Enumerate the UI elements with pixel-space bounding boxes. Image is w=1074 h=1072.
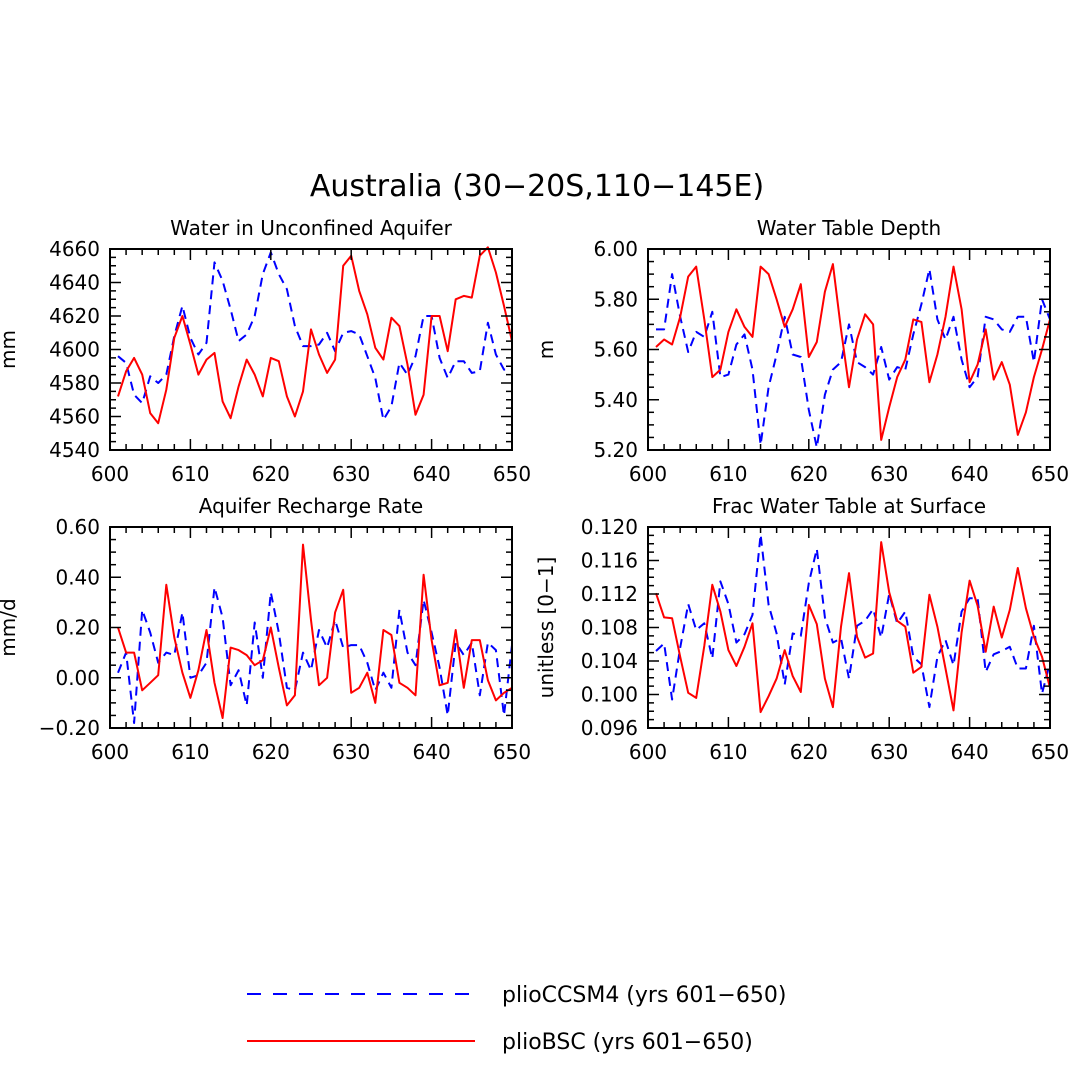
- legend: plioCCSM4 (yrs 601−650) plioBSC (yrs 601…: [247, 983, 786, 1055]
- x-tick-label: 640: [413, 462, 451, 486]
- legend-label-pliobsc: plioBSC (yrs 601−650): [502, 1030, 753, 1055]
- y-tick-label: 4660: [49, 237, 100, 261]
- y-tick-label: 0.100: [581, 683, 638, 707]
- x-tick-label: 610: [171, 740, 209, 764]
- y-axis-label: mm/d: [0, 598, 20, 656]
- y-tick-label: 4600: [49, 338, 100, 362]
- x-tick-label: 640: [951, 462, 989, 486]
- panel-title: Water Table Depth: [757, 216, 941, 240]
- y-tick-label: 5.40: [593, 388, 638, 412]
- chart-panel-water-table-depth: 600 610 620 630 640 650 5.20 5.40 5.60 5.80 6.00 Wa…: [534, 216, 1069, 486]
- y-tick-label: 0.20: [55, 616, 100, 640]
- panel-title: Water in Unconfined Aquifer: [170, 216, 453, 240]
- series-line-pliocesm4: [117, 251, 512, 421]
- x-tick-label: 620: [252, 740, 290, 764]
- series-line-pliobsc: [655, 541, 1051, 714]
- x-tick-label: 620: [790, 462, 828, 486]
- panel-title: Aquifer Recharge Rate: [199, 494, 424, 518]
- x-tick-label: 600: [629, 462, 667, 486]
- y-tick-label: 6.00: [593, 237, 638, 261]
- y-tick-label: −0.20: [39, 716, 100, 740]
- x-tick-label: 610: [709, 740, 747, 764]
- x-tick-label: 650: [493, 462, 531, 486]
- chart-panel-frac-water-table: 600 610 620 630 640 650 0.096 0.100 0.104 0.108 0.…: [534, 494, 1069, 764]
- y-axis-label: mm: [0, 330, 20, 369]
- x-tick-label: 610: [171, 462, 209, 486]
- y-tick-label: 0.40: [55, 565, 100, 589]
- panels-group: 600 610 620 630 640 650 4540 4560 4580 4600 4620 46…: [0, 216, 1069, 764]
- x-tick-label: 610: [709, 462, 747, 486]
- y-axis-label: m: [534, 340, 558, 359]
- series-line-pliobsc: [117, 246, 513, 425]
- y-tick-label: 0.60: [55, 515, 100, 539]
- legend-label-pliocesm4: plioCCSM4 (yrs 601−650): [502, 983, 786, 1008]
- x-tick-label: 650: [1031, 462, 1069, 486]
- x-tick-label: 650: [1031, 740, 1069, 764]
- figure-title: Australia (30−20S,110−145E): [310, 169, 764, 204]
- y-tick-label: 5.60: [593, 338, 638, 362]
- x-tick-label: 630: [332, 462, 370, 486]
- chart-panel-aquifer-water: 600 610 620 630 640 650 4540 4560 4580 4600 4620 46…: [0, 216, 531, 486]
- x-tick-label: 640: [951, 740, 989, 764]
- y-tick-label: 0.112: [581, 582, 638, 606]
- chart-panel-recharge-rate: 600 610 620 630 640 650 −0.20 0.00 0.20 0.40 0.60 A…: [0, 494, 531, 764]
- x-tick-label: 630: [870, 462, 908, 486]
- x-tick-label: 600: [91, 740, 129, 764]
- y-tick-label: 0.116: [581, 549, 638, 573]
- series-line-pliocesm4: [655, 533, 1051, 709]
- y-tick-label: 0.00: [55, 666, 100, 690]
- x-tick-label: 620: [790, 740, 828, 764]
- y-tick-label: 4580: [49, 371, 100, 395]
- x-tick-label: 650: [493, 740, 531, 764]
- y-tick-label: 4560: [49, 405, 100, 429]
- y-tick-label: 4540: [49, 438, 100, 462]
- x-tick-label: 630: [332, 740, 370, 764]
- y-tick-label: 5.80: [593, 287, 638, 311]
- plot-frame: [109, 248, 513, 451]
- x-tick-label: 600: [629, 740, 667, 764]
- y-tick-label: 0.120: [581, 515, 638, 539]
- series-line-pliocesm4: [656, 268, 1051, 449]
- panel-title: Frac Water Table at Surface: [712, 494, 986, 518]
- y-tick-label: 0.096: [581, 716, 638, 740]
- y-tick-label: 0.108: [581, 616, 638, 640]
- y-tick-label: 0.104: [581, 649, 638, 673]
- y-tick-label: 4620: [49, 304, 100, 328]
- x-tick-label: 630: [870, 740, 908, 764]
- y-axis-label: unitless [0−1]: [534, 557, 558, 699]
- x-tick-label: 600: [91, 462, 129, 486]
- x-tick-label: 620: [252, 462, 290, 486]
- y-tick-label: 5.20: [593, 438, 638, 462]
- series-line-pliobsc: [117, 543, 513, 719]
- x-tick-label: 640: [413, 740, 451, 764]
- y-tick-label: 4640: [49, 271, 100, 295]
- series-line-pliobsc: [655, 263, 1051, 441]
